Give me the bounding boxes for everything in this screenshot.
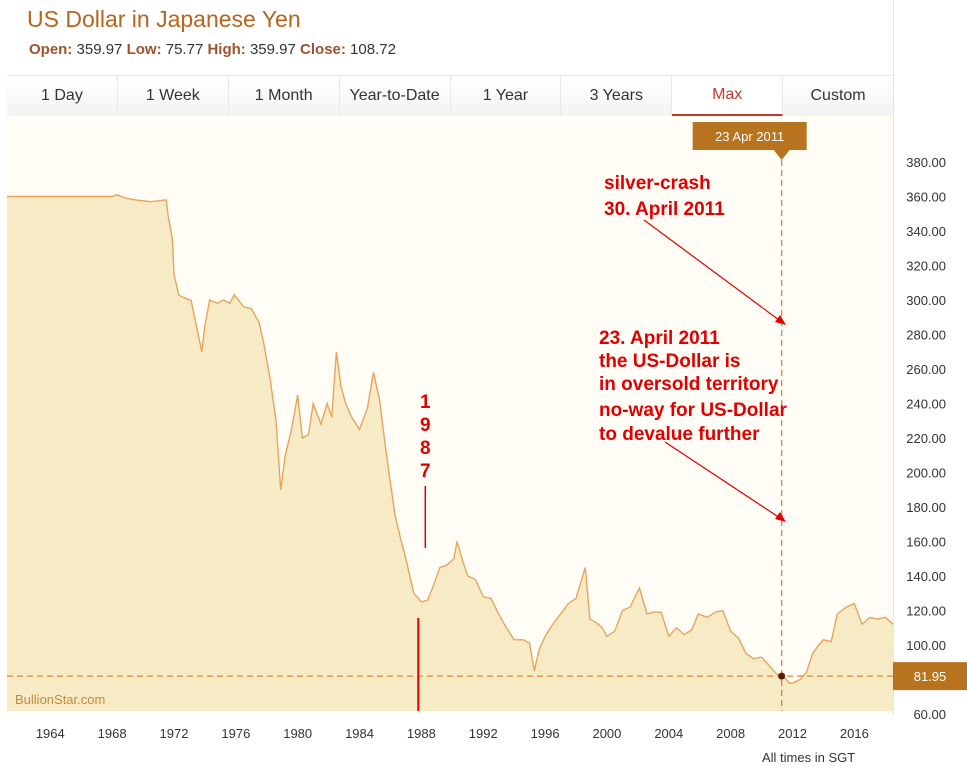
y-tick-label: 160.00 (906, 535, 946, 550)
x-tick-label: 1968 (98, 726, 127, 741)
y-tick-label: 280.00 (906, 328, 946, 343)
low-label: Low: (126, 41, 162, 58)
watermark: BullionStar.com (15, 692, 105, 707)
close-label: Close: (300, 41, 346, 58)
y-tick-label: 60.00 (913, 707, 946, 722)
y-tick-label: 300.00 (906, 293, 946, 308)
date-tooltip-label: 23 Apr 2011 (715, 129, 784, 144)
high-label: High: (207, 41, 246, 58)
chart-right-border (893, 0, 894, 715)
ohlc-summary: Open: 359.97 Low: 75.77 High: 359.97 Clo… (29, 41, 396, 58)
annotation-oversold-line: in oversold territory (599, 374, 779, 395)
value-badge-label: 81.95 (914, 669, 947, 684)
chart-title: US Dollar in Japanese Yen (27, 6, 301, 32)
y-tick-label: 120.00 (906, 604, 946, 619)
x-tick-label: 2012 (778, 726, 807, 741)
tab-1-day[interactable]: 1 Day (7, 76, 118, 116)
y-tick-label: 260.00 (906, 362, 946, 377)
date-tooltip: 23 Apr 2011 (692, 122, 807, 160)
x-tick-label: 1976 (221, 726, 250, 741)
x-tick-label: 1980 (283, 726, 312, 741)
price-area (7, 194, 893, 712)
range-tabs: 1 Day 1 Week 1 Month Year-to-Date 1 Year… (7, 75, 893, 116)
date-tooltip-box (692, 122, 807, 150)
tab-max[interactable]: Max (672, 76, 784, 116)
annotation-oversold-line: the US-Dollar is (599, 351, 740, 372)
annotation-oversold-line: 23. April 2011 (599, 328, 720, 349)
annotation-silver-crash: silver-crash 30. April 2011 (604, 173, 725, 220)
y-tick-label: 240.00 (906, 397, 946, 412)
tab-custom[interactable]: Custom (783, 76, 893, 116)
date-tooltip-pointer (773, 150, 790, 160)
x-tick-label: 2016 (840, 726, 869, 741)
y-tick-label: 100.00 (906, 638, 946, 653)
x-tick-label: 1996 (531, 726, 560, 741)
annotation-silver-crash-line: silver-crash (604, 173, 711, 194)
annotation-1987-digit: 8 (420, 438, 431, 459)
annotation-1987-digit: 9 (420, 415, 431, 436)
x-tick-label: 1992 (469, 726, 498, 741)
crosshair-point (778, 672, 786, 680)
close-value: 108.72 (350, 41, 396, 58)
low-value: 75.77 (165, 41, 204, 58)
tab-3-years[interactable]: 3 Years (561, 76, 673, 116)
y-tick-label: 380.00 (906, 155, 946, 170)
price-line (7, 194, 894, 684)
x-axis: 1964 1968 1972 1976 1980 1984 1988 1992 1996 2000… (36, 726, 869, 741)
annotation-oversold-line: no-way for US-Dollar (599, 400, 788, 421)
open-label: Open: (29, 41, 73, 58)
value-badge-box (893, 662, 967, 691)
arrow-oversold (664, 441, 784, 521)
y-axis: 60.00 100.00 120.00 140.00 160.00 180.00 200.0… (906, 155, 946, 722)
tab-1-month[interactable]: 1 Month (228, 76, 340, 116)
open-value: 359.97 (76, 41, 123, 58)
y-tick-label: 220.00 (906, 431, 946, 446)
annotation-oversold-line: to devalue further (599, 424, 760, 445)
y-tick-label: 340.00 (906, 224, 946, 239)
tab-year-to-date[interactable]: Year-to-Date (339, 76, 451, 116)
x-tick-label: 1972 (160, 726, 189, 741)
arrow-silver-crash (643, 219, 784, 324)
x-tick-label: 1964 (36, 726, 65, 741)
annotation-oversold: 23. April 2011 the US-Dollar is in overs… (599, 328, 788, 445)
tab-1-week[interactable]: 1 Week (117, 76, 229, 116)
annotation-1987-digit: 1 (420, 392, 431, 413)
y-tick-label: 200.00 (906, 466, 946, 481)
x-tick-label: 2004 (654, 726, 683, 741)
tab-1-year[interactable]: 1 Year (450, 76, 562, 116)
y-tick-label: 360.00 (906, 190, 946, 205)
y-tick-label: 320.00 (906, 259, 946, 274)
annotation-silver-crash-line: 30. April 2011 (604, 199, 725, 220)
y-tick-label: 180.00 (906, 500, 946, 515)
x-tick-label: 1988 (407, 726, 436, 741)
x-tick-label: 2008 (716, 726, 745, 741)
high-value: 359.97 (249, 41, 296, 58)
y-tick-label: 140.00 (906, 569, 946, 584)
annotation-1987-digit: 7 (420, 461, 431, 482)
x-tick-label: 2000 (592, 726, 621, 741)
value-badge: 81.95 (893, 662, 967, 691)
x-tick-label: 1984 (345, 726, 374, 741)
timezone-note: All times in SGT (762, 750, 856, 765)
arrow-silver-crash-head (775, 315, 786, 325)
annotation-1987: 1 9 8 7 (420, 392, 431, 482)
arrow-oversold-head (775, 512, 786, 522)
